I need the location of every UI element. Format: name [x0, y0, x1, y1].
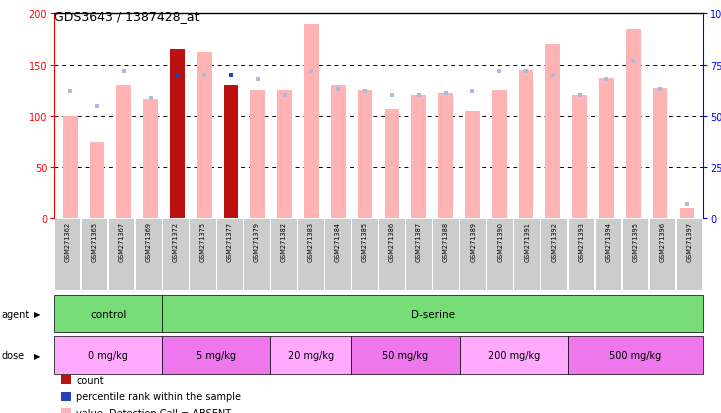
Text: GSM271367: GSM271367: [119, 222, 125, 262]
Text: GSM271392: GSM271392: [552, 222, 557, 262]
Bar: [351, 337, 460, 374]
Text: GSM271379: GSM271379: [254, 222, 260, 262]
Text: GSM271395: GSM271395: [632, 222, 638, 262]
Bar: [518, 71, 534, 219]
Bar: [460, 337, 567, 374]
Bar: [162, 337, 270, 374]
Text: control: control: [90, 309, 126, 319]
Text: GSM271383: GSM271383: [308, 222, 314, 262]
Text: GSM271387: GSM271387: [416, 222, 422, 262]
Bar: [197, 53, 211, 219]
Bar: [546, 45, 560, 219]
Text: 50 mg/kg: 50 mg/kg: [383, 350, 428, 360]
Text: 20 mg/kg: 20 mg/kg: [288, 350, 334, 360]
Bar: [465, 112, 479, 219]
Bar: [599, 79, 614, 219]
Bar: [162, 295, 703, 332]
Bar: [304, 25, 319, 219]
Text: GSM271362: GSM271362: [65, 222, 71, 262]
Bar: [54, 295, 162, 332]
Text: percentile rank within the sample: percentile rank within the sample: [76, 392, 242, 401]
Bar: [224, 86, 239, 219]
Bar: [653, 89, 668, 219]
Bar: [143, 99, 158, 219]
Text: GSM271382: GSM271382: [281, 222, 287, 262]
Bar: [492, 91, 507, 219]
Text: GSM271391: GSM271391: [524, 222, 530, 261]
Text: GSM271385: GSM271385: [362, 222, 368, 262]
Bar: [116, 86, 131, 219]
Bar: [250, 91, 265, 219]
Text: dose: dose: [1, 350, 25, 360]
Bar: [278, 91, 292, 219]
Text: GSM271397: GSM271397: [686, 222, 692, 262]
Text: GDS3643 / 1387428_at: GDS3643 / 1387428_at: [54, 10, 200, 23]
Text: 500 mg/kg: 500 mg/kg: [609, 350, 661, 360]
Bar: [568, 337, 703, 374]
Bar: [679, 209, 694, 219]
Text: GSM271390: GSM271390: [497, 222, 503, 262]
Bar: [384, 109, 399, 219]
Text: GSM271377: GSM271377: [227, 222, 233, 262]
Text: value, Detection Call = ABSENT: value, Detection Call = ABSENT: [76, 408, 231, 413]
Text: GSM271372: GSM271372: [173, 222, 179, 262]
Text: 5 mg/kg: 5 mg/kg: [196, 350, 236, 360]
Bar: [438, 94, 453, 219]
Bar: [170, 50, 185, 219]
Text: GSM271389: GSM271389: [470, 222, 476, 262]
Bar: [626, 30, 641, 219]
Text: GSM271394: GSM271394: [606, 222, 611, 262]
Text: 200 mg/kg: 200 mg/kg: [487, 350, 540, 360]
Bar: [412, 96, 426, 219]
Bar: [89, 142, 105, 219]
Text: GSM271396: GSM271396: [660, 222, 665, 262]
Text: GSM271386: GSM271386: [389, 222, 395, 262]
Bar: [331, 86, 345, 219]
Text: count: count: [76, 375, 104, 385]
Text: GSM271393: GSM271393: [578, 222, 584, 261]
Text: GSM271384: GSM271384: [335, 222, 341, 262]
Text: GSM271369: GSM271369: [146, 222, 151, 262]
Text: ▶: ▶: [34, 309, 40, 318]
Bar: [270, 337, 352, 374]
Text: 0 mg/kg: 0 mg/kg: [88, 350, 128, 360]
Bar: [358, 91, 373, 219]
Text: GSM271388: GSM271388: [443, 222, 449, 262]
Bar: [54, 337, 162, 374]
Text: D-serine: D-serine: [410, 309, 455, 319]
Text: ▶: ▶: [34, 351, 40, 360]
Text: agent: agent: [1, 309, 30, 319]
Bar: [572, 96, 587, 219]
Text: GSM271365: GSM271365: [92, 222, 97, 262]
Bar: [63, 116, 78, 219]
Text: GSM271375: GSM271375: [200, 222, 205, 262]
